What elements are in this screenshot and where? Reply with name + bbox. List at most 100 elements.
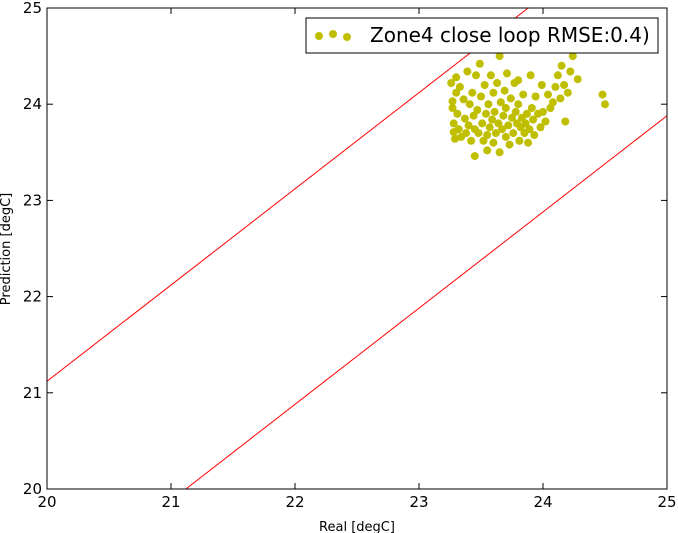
data-point xyxy=(453,109,462,118)
data-point xyxy=(484,100,493,109)
data-point xyxy=(483,131,492,139)
reference-lines xyxy=(47,8,667,489)
legend-box xyxy=(305,17,659,54)
data-point xyxy=(563,88,572,97)
data-point xyxy=(598,90,607,99)
data-point xyxy=(529,115,538,124)
data-point xyxy=(452,88,461,97)
data-point xyxy=(478,119,487,128)
data-point xyxy=(474,129,483,138)
data-point xyxy=(557,61,566,70)
data-point xyxy=(475,59,484,68)
data-point xyxy=(447,79,456,87)
y-tick-label: 23 xyxy=(23,191,42,209)
data-point xyxy=(495,52,504,61)
data-point xyxy=(514,100,523,109)
data-point xyxy=(460,114,469,123)
x-axis-label: Real [degC] xyxy=(319,520,395,533)
data-point xyxy=(469,111,478,120)
data-point xyxy=(462,129,471,138)
data-point xyxy=(527,104,536,112)
x-tick-label: 22 xyxy=(285,493,304,511)
x-tick-label: 23 xyxy=(409,493,428,511)
data-point xyxy=(463,67,472,76)
data-point xyxy=(508,113,516,122)
data-point xyxy=(553,71,562,80)
data-point xyxy=(483,146,492,155)
data-point xyxy=(500,86,509,95)
x-tick-label: 21 xyxy=(161,493,180,511)
data-point xyxy=(601,100,609,109)
data-point xyxy=(472,71,480,80)
legend-marker xyxy=(315,30,351,41)
reference-line-1 xyxy=(47,8,529,382)
data-point xyxy=(539,107,547,116)
data-point xyxy=(573,75,582,84)
data-point xyxy=(490,107,499,116)
data-point xyxy=(541,117,550,126)
data-point xyxy=(468,88,477,97)
x-tick-label: 20 xyxy=(37,493,56,511)
data-point xyxy=(473,106,482,114)
data-point xyxy=(494,119,503,128)
data-point xyxy=(495,148,504,157)
data-point xyxy=(451,134,459,143)
data-point xyxy=(511,107,520,116)
data-point xyxy=(536,123,545,132)
y-tick-label: 22 xyxy=(23,288,42,306)
data-point xyxy=(505,140,514,149)
data-point xyxy=(499,111,508,120)
data-point xyxy=(449,119,458,128)
data-point xyxy=(496,98,505,107)
data-point xyxy=(524,138,533,147)
data-points xyxy=(447,40,609,161)
data-point xyxy=(485,123,494,132)
y-tick-label: 24 xyxy=(23,95,42,113)
data-point xyxy=(568,52,577,61)
legend-entry: Zone4 close loop RMSE:0.4) xyxy=(370,23,650,47)
data-point xyxy=(514,76,523,85)
data-point xyxy=(501,104,510,112)
data-point xyxy=(551,82,560,91)
data-point xyxy=(493,79,502,87)
legend-marker-dot xyxy=(343,33,351,41)
data-point xyxy=(531,92,540,101)
legend: Zone4 close loop RMSE:0.4) xyxy=(305,17,659,54)
data-point xyxy=(486,71,495,80)
data-point xyxy=(452,73,461,82)
data-point xyxy=(503,69,511,78)
data-point xyxy=(491,129,500,138)
data-point xyxy=(454,125,463,134)
data-point xyxy=(522,109,531,118)
data-point xyxy=(506,94,515,103)
data-point xyxy=(482,109,490,118)
plot-frame xyxy=(46,7,668,490)
data-point xyxy=(560,81,569,89)
data-point xyxy=(501,132,510,141)
data-point xyxy=(465,100,474,109)
data-point xyxy=(489,88,498,97)
data-point xyxy=(464,121,473,130)
data-point xyxy=(530,131,539,139)
data-point xyxy=(548,98,557,107)
data-point xyxy=(488,115,497,124)
y-axis-label: Prediction [degC] xyxy=(0,193,14,305)
data-point xyxy=(480,81,489,89)
legend-marker-dot xyxy=(329,30,337,38)
y-axis-ticks: 20 21 22 23 24 25 xyxy=(23,0,667,498)
data-point xyxy=(498,125,507,134)
data-point xyxy=(477,92,485,101)
x-tick-label: 24 xyxy=(533,493,552,511)
data-point xyxy=(509,129,518,138)
data-point xyxy=(467,136,476,145)
data-point xyxy=(479,136,488,145)
data-point xyxy=(504,121,513,130)
data-point xyxy=(544,90,552,99)
data-point xyxy=(556,94,565,103)
reference-line-2 xyxy=(185,115,667,489)
data-point xyxy=(489,138,498,147)
data-point xyxy=(519,90,528,99)
y-tick-label: 21 xyxy=(23,384,42,402)
data-point xyxy=(448,97,457,106)
